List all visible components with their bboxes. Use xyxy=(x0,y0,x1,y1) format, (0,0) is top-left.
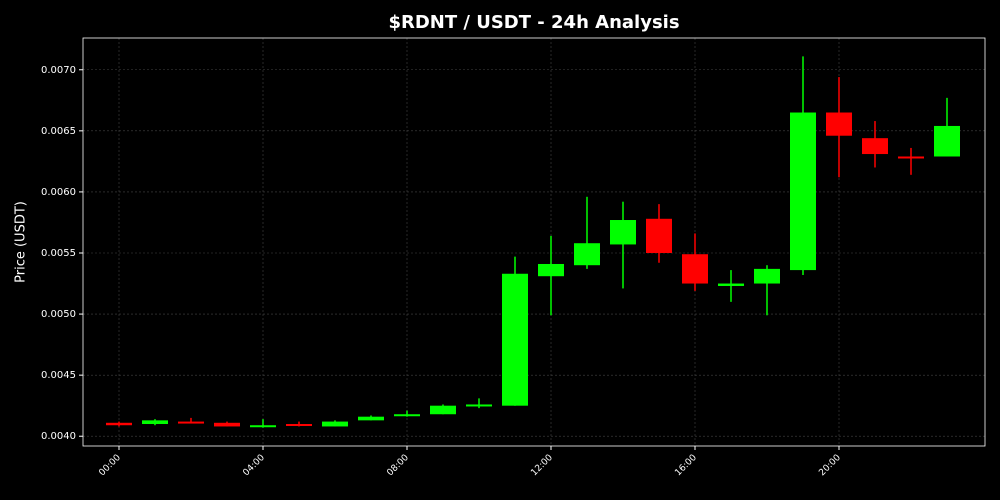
candle-body xyxy=(286,424,312,427)
candle-body xyxy=(610,220,636,245)
candle-body xyxy=(718,283,744,286)
candle-body xyxy=(394,414,420,417)
plot-frame xyxy=(82,37,986,447)
candle-body xyxy=(250,425,276,428)
candle-body xyxy=(214,422,240,427)
candle-body xyxy=(358,416,384,421)
candle-body xyxy=(790,112,816,271)
candle-body xyxy=(322,421,348,427)
candle-body xyxy=(754,268,780,284)
candle-body xyxy=(934,125,960,157)
y-tick-label: 0.0060 xyxy=(41,187,76,198)
y-tick-label: 0.0040 xyxy=(41,431,76,442)
candle-body xyxy=(898,156,924,159)
candle-body xyxy=(646,218,672,253)
candle-body xyxy=(142,420,168,425)
chart-title: $RDNT / USDT - 24h Analysis xyxy=(388,12,679,33)
y-axis-label: Price (USDT) xyxy=(14,201,29,283)
candle-body xyxy=(682,254,708,284)
y-tick-label: 0.0045 xyxy=(41,370,76,381)
candle-body xyxy=(430,405,456,415)
candle-body xyxy=(826,112,852,136)
candle-body xyxy=(106,422,132,426)
y-tick-label: 0.0050 xyxy=(41,309,76,320)
candle-body xyxy=(574,243,600,266)
candle-body xyxy=(178,421,204,424)
candle-body xyxy=(538,263,564,277)
y-tick-label: 0.0065 xyxy=(41,126,76,137)
y-tick-label: 0.0070 xyxy=(41,65,76,76)
candle-body xyxy=(466,404,492,407)
y-tick-label: 0.0055 xyxy=(41,248,76,259)
candle-body xyxy=(502,273,528,406)
candle-body xyxy=(862,138,888,155)
